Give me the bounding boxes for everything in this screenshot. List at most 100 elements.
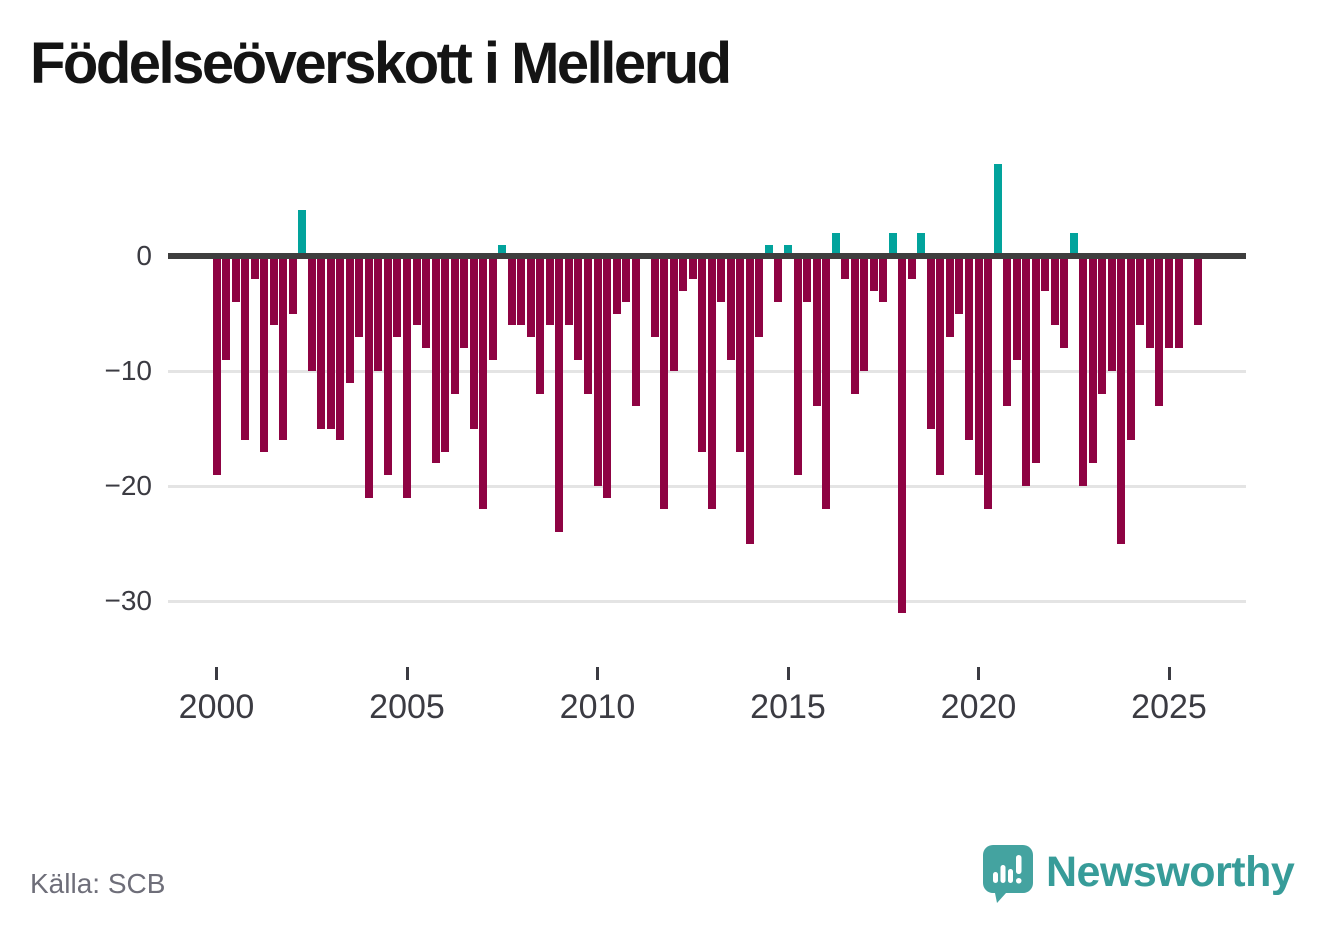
- bar-2001q2: [260, 256, 269, 452]
- x-tick-2020: [977, 667, 980, 680]
- bar-2022q3: [1069, 233, 1078, 256]
- bar-2016q3: [841, 256, 850, 279]
- plot-area: [168, 140, 1246, 685]
- x-tick-label-2000: 2000: [178, 688, 255, 726]
- bar-2015q2: [793, 256, 802, 475]
- bar-2017q1: [860, 256, 869, 371]
- bar-2014q4: [774, 256, 783, 302]
- bar-2024q1: [1126, 256, 1135, 440]
- bar-2008q1: [517, 256, 526, 325]
- bar-2000q3: [231, 256, 240, 302]
- bar-2013q1: [707, 256, 716, 509]
- bar-2019q4: [964, 256, 973, 440]
- bar-2010q3: [612, 256, 621, 314]
- page-title: Födelseöverskott i Mellerud: [30, 31, 732, 96]
- x-tick-label-2015: 2015: [750, 688, 826, 726]
- bar-2019q1: [936, 256, 945, 475]
- bar-2011q3: [650, 256, 659, 337]
- bar-2003q2: [336, 256, 345, 440]
- bar-2011q4: [660, 256, 669, 509]
- bar-2023q2: [1098, 256, 1107, 394]
- bar-2000q1: [212, 256, 221, 475]
- bar-2019q3: [955, 256, 964, 314]
- x-tick-2010: [596, 667, 599, 680]
- bar-2003q3: [345, 256, 354, 383]
- bar-2007q2: [488, 256, 497, 360]
- bar-2018q1: [898, 256, 907, 613]
- bar-2001q4: [279, 256, 288, 440]
- bar-2013q4: [736, 256, 745, 452]
- bar-2016q2: [831, 233, 840, 256]
- x-tick-label-2010: 2010: [559, 688, 636, 726]
- bar-2009q3: [574, 256, 583, 360]
- x-tick-2000: [215, 667, 218, 680]
- bar-2002q1: [288, 256, 297, 314]
- bar-2013q3: [726, 256, 735, 360]
- bar-2021q3: [1031, 256, 1040, 463]
- bar-2014q3: [764, 244, 773, 256]
- bar-2008q4: [545, 256, 554, 325]
- bar-2023q3: [1107, 256, 1116, 371]
- bar-2012q4: [698, 256, 707, 452]
- bar-2004q1: [364, 256, 373, 498]
- bar-2002q3: [307, 256, 316, 371]
- bar-2020q4: [1003, 256, 1012, 406]
- bar-2005q2: [412, 256, 421, 325]
- bar-2005q4: [431, 256, 440, 463]
- bar-2022q2: [1060, 256, 1069, 348]
- bar-2019q2: [945, 256, 954, 337]
- bar-2006q2: [450, 256, 459, 394]
- newsworthy-wordmark: Newsworthy: [1046, 848, 1295, 896]
- bar-2023q1: [1088, 256, 1097, 463]
- bar-2001q3: [269, 256, 278, 325]
- bar-2009q1: [555, 256, 564, 532]
- bar-2012q1: [669, 256, 678, 371]
- x-tick-2025: [1167, 667, 1171, 680]
- bar-2009q2: [564, 256, 573, 325]
- bar-2000q4: [241, 256, 250, 440]
- gridline--30: [168, 600, 1246, 603]
- bar-2023q4: [1117, 256, 1126, 544]
- bar-2014q1: [745, 256, 754, 544]
- bar-2003q4: [355, 256, 364, 337]
- bar-2018q2: [907, 256, 916, 279]
- bar-2006q1: [441, 256, 450, 452]
- bar-2006q4: [469, 256, 478, 429]
- x-tick-label-2020: 2020: [940, 688, 1017, 726]
- bar-2024q4: [1155, 256, 1164, 406]
- y-tick-label-0: 0: [136, 240, 152, 271]
- source-note: Källa: SCB: [30, 868, 166, 899]
- bar-2007q1: [479, 256, 488, 509]
- x-tick-2005: [405, 667, 409, 680]
- bar-2003q1: [326, 256, 335, 429]
- y-tick-label--20: −20: [104, 470, 153, 501]
- bar-2015q1: [784, 244, 792, 256]
- bar-2000q2: [222, 256, 231, 360]
- bar-2006q3: [460, 256, 469, 348]
- bar-2020q1: [974, 256, 983, 475]
- gridline--20: [168, 485, 1246, 488]
- bar-2013q2: [717, 256, 726, 302]
- bar-2015q4: [812, 256, 821, 406]
- bar-2021q2: [1022, 256, 1031, 486]
- bar-2002q2: [298, 210, 307, 256]
- bar-2025q1: [1165, 256, 1173, 348]
- bar-2004q4: [393, 256, 402, 337]
- bar-2011q1: [631, 256, 640, 406]
- bar-2016q1: [822, 256, 831, 509]
- bar-2010q2: [603, 256, 612, 498]
- bar-2021q4: [1041, 256, 1050, 291]
- gridline--10: [168, 370, 1246, 373]
- bar-2021q1: [1012, 256, 1021, 360]
- y-tick-label--30: −30: [104, 585, 153, 616]
- bar-2015q3: [803, 256, 812, 302]
- bar-2007q3: [498, 244, 507, 256]
- bar-2018q4: [926, 256, 935, 429]
- bar-2007q4: [507, 256, 516, 325]
- bar-2022q1: [1050, 256, 1059, 325]
- bar-2008q3: [536, 256, 545, 394]
- x-tick-2015: [786, 667, 790, 680]
- bar-2024q2: [1136, 256, 1145, 325]
- newsworthy-logo-icon: [983, 845, 1033, 903]
